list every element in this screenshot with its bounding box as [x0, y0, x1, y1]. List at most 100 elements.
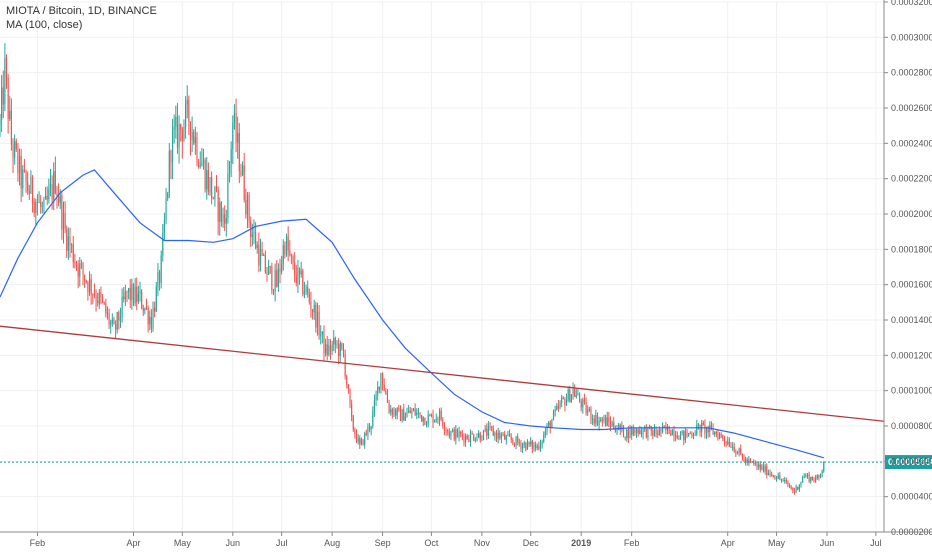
candle [531, 439, 533, 454]
candle [355, 429, 358, 444]
candle [154, 301, 156, 318]
candle [90, 273, 92, 305]
candle [782, 478, 784, 482]
candle [1, 74, 3, 133]
candle [754, 460, 756, 467]
candle [261, 241, 263, 257]
trendline[interactable] [0, 325, 885, 422]
candle [67, 227, 69, 260]
candle [274, 263, 276, 302]
candle [608, 411, 610, 428]
candle [186, 85, 188, 119]
candle [27, 171, 29, 195]
candle [549, 420, 551, 434]
candle [48, 178, 50, 204]
x-tick-label: Sep [375, 538, 391, 548]
candle [811, 476, 813, 481]
candle [386, 389, 389, 403]
candle [357, 434, 359, 445]
candle [209, 176, 211, 196]
candle [290, 253, 292, 265]
candle [111, 313, 113, 327]
candle [600, 417, 602, 423]
candle [25, 169, 27, 193]
candle [378, 386, 380, 394]
candle [84, 274, 86, 288]
candle [689, 431, 691, 435]
candle [510, 433, 512, 444]
candle [30, 170, 32, 195]
candle [499, 430, 501, 441]
candle [15, 138, 17, 152]
candle [440, 407, 442, 422]
candle [204, 157, 206, 193]
candle [269, 265, 271, 274]
candle [769, 469, 771, 478]
candle [14, 134, 16, 165]
candle [792, 487, 794, 494]
x-tick-label: 2019 [571, 538, 591, 548]
candle [478, 430, 480, 439]
candle [398, 404, 400, 412]
candle [258, 232, 260, 273]
candle [338, 338, 340, 365]
candle [679, 431, 682, 441]
candle [683, 430, 685, 446]
candle [611, 420, 613, 427]
candle [75, 260, 78, 271]
candle [303, 281, 306, 299]
candle [372, 406, 374, 429]
candle [228, 160, 231, 183]
current-price-label: 0.00005958 [888, 457, 932, 467]
candle [365, 429, 367, 437]
trendline-layer [0, 325, 885, 422]
candle [201, 147, 203, 167]
chart-legend: MIOTA / Bitcoin, 1D, BINANCE MA (100, cl… [6, 4, 157, 32]
x-tick-label: Nov [474, 538, 491, 548]
candle [717, 429, 719, 441]
candle [145, 298, 148, 310]
candle [481, 435, 483, 442]
candle [598, 416, 600, 431]
candle [517, 433, 519, 446]
candle [139, 281, 141, 302]
candle [605, 414, 607, 427]
candle [821, 469, 823, 478]
candle [577, 389, 579, 396]
candle [596, 412, 599, 427]
candle [489, 422, 491, 431]
candle [692, 432, 695, 440]
candle [134, 278, 136, 307]
candle [507, 430, 509, 437]
candle [10, 98, 12, 151]
candle [430, 413, 432, 418]
candle [7, 73, 9, 134]
candle [137, 285, 139, 304]
candle [427, 410, 429, 428]
candle [62, 201, 65, 244]
candle [746, 457, 748, 466]
candle [220, 201, 222, 227]
candle [28, 184, 30, 201]
candle [624, 436, 626, 441]
candle [504, 430, 506, 440]
candle [694, 430, 696, 436]
candle [181, 126, 183, 159]
candle [627, 426, 629, 444]
candle [526, 439, 529, 450]
candle [678, 435, 680, 440]
candle [456, 428, 459, 438]
candle [735, 449, 737, 457]
candle [780, 478, 783, 483]
candle [666, 423, 669, 435]
candle [419, 412, 421, 419]
candle [491, 426, 493, 432]
x-tick-label: Jul [276, 538, 288, 548]
candle [595, 409, 597, 427]
candle [206, 157, 208, 200]
